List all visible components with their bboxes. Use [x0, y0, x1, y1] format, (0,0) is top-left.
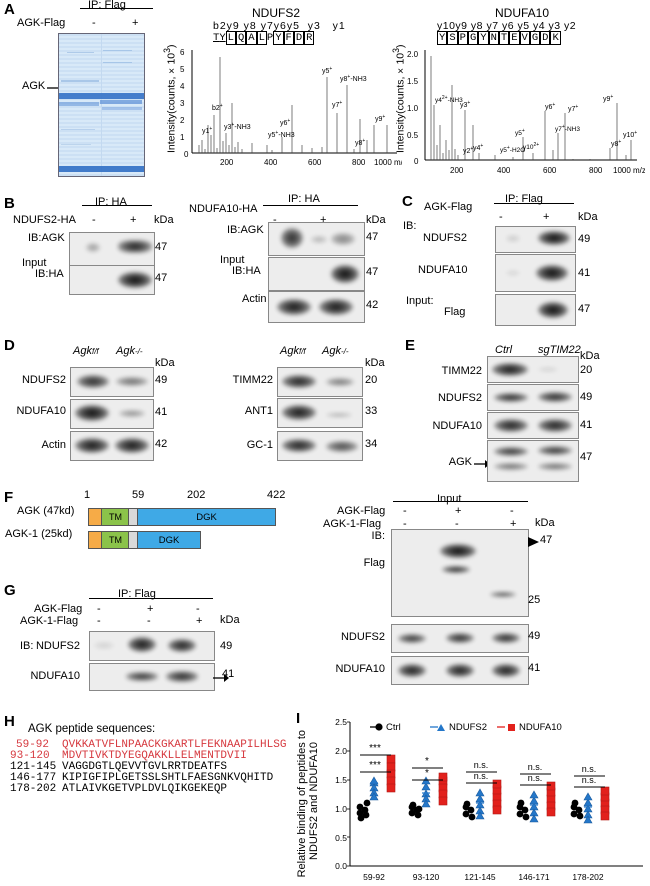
svg-text:*: *	[425, 768, 429, 779]
svg-text:121-145: 121-145	[464, 872, 495, 882]
svg-text:0.0: 0.0	[335, 861, 347, 871]
svg-text:5: 5	[180, 65, 185, 74]
svg-text:y102+: y102+	[523, 142, 539, 151]
svg-text:600: 600	[543, 166, 557, 175]
svg-text:59-92: 59-92	[363, 872, 385, 882]
svg-text:0: 0	[184, 150, 189, 159]
svg-text:6: 6	[180, 48, 185, 57]
svg-text:y6+: y6+	[280, 118, 290, 127]
svg-text:n.s.: n.s.	[474, 760, 489, 770]
svg-text:4: 4	[180, 82, 185, 91]
svg-text:1.5: 1.5	[407, 77, 419, 86]
svg-text:y5+: y5+	[322, 66, 332, 75]
svg-text:y4+: y4+	[473, 143, 483, 152]
svg-text:178-202: 178-202	[572, 872, 603, 882]
svg-text:y7+-NH3: y7+-NH3	[555, 124, 580, 133]
svg-text:n.s.: n.s.	[582, 764, 597, 774]
svg-text:n.s.: n.s.	[528, 773, 543, 783]
svg-text:0.5: 0.5	[335, 833, 347, 843]
svg-text:n.s.: n.s.	[474, 771, 489, 781]
svg-text:y8+-NH3: y8+-NH3	[340, 74, 367, 83]
svg-text:NDUFA10: NDUFA10	[519, 722, 562, 733]
svg-text:y9+: y9+	[603, 94, 613, 103]
svg-text:1000 m/z: 1000 m/z	[374, 158, 402, 167]
svg-text:y3+-NH3: y3+-NH3	[224, 122, 251, 131]
svg-text:1: 1	[180, 133, 185, 142]
svg-text:800: 800	[589, 166, 603, 175]
svg-text:y5+-NH3: y5+-NH3	[268, 130, 295, 139]
svg-text:y10+: y10+	[623, 130, 637, 139]
svg-text:800: 800	[352, 158, 366, 167]
svg-text:y3+: y3+	[460, 100, 470, 109]
svg-text:y8+: y8+	[611, 139, 621, 148]
svg-text:1.0: 1.0	[335, 804, 347, 814]
svg-text:400: 400	[497, 166, 511, 175]
svg-text:*: *	[425, 756, 429, 767]
svg-text:y2+: y2+	[463, 146, 473, 155]
svg-text:y7+: y7+	[568, 104, 578, 113]
svg-text:y7+: y7+	[332, 100, 342, 109]
svg-text:y5+-H2O: y5+-H2O	[500, 145, 525, 154]
svg-text:2.5: 2.5	[335, 717, 347, 727]
svg-text:0: 0	[414, 157, 419, 166]
svg-text:2: 2	[180, 116, 185, 125]
svg-text:NDUFS2: NDUFS2	[449, 722, 487, 733]
svg-text:b2+: b2+	[212, 103, 223, 112]
svg-text:n.s.: n.s.	[528, 762, 543, 772]
svg-text:y9+: y9+	[375, 114, 385, 123]
svg-text:1000 m/z: 1000 m/z	[613, 166, 645, 175]
svg-text:400: 400	[264, 158, 278, 167]
svg-text:200: 200	[220, 158, 234, 167]
svg-text:n.s.: n.s.	[582, 775, 597, 785]
svg-text:y1+: y1+	[202, 126, 212, 135]
svg-text:y5+: y5+	[515, 128, 525, 137]
svg-text:600: 600	[308, 158, 322, 167]
svg-text:Ctrl: Ctrl	[386, 722, 401, 733]
svg-text:1.0: 1.0	[407, 104, 419, 113]
svg-text:y6+: y6+	[545, 102, 555, 111]
svg-text:146-171: 146-171	[518, 872, 549, 882]
svg-text:y8+: y8+	[355, 138, 365, 147]
svg-text:y42+-NH3: y42+-NH3	[435, 95, 463, 104]
svg-text:***: ***	[369, 743, 381, 754]
svg-text:0.5: 0.5	[407, 131, 419, 140]
svg-text:200: 200	[450, 166, 464, 175]
svg-text:***: ***	[369, 760, 381, 771]
svg-text:3: 3	[180, 99, 185, 108]
svg-text:2.0: 2.0	[335, 746, 347, 756]
svg-text:93-120: 93-120	[413, 872, 440, 882]
svg-text:1.5: 1.5	[335, 775, 347, 785]
svg-text:2.0: 2.0	[407, 50, 419, 59]
